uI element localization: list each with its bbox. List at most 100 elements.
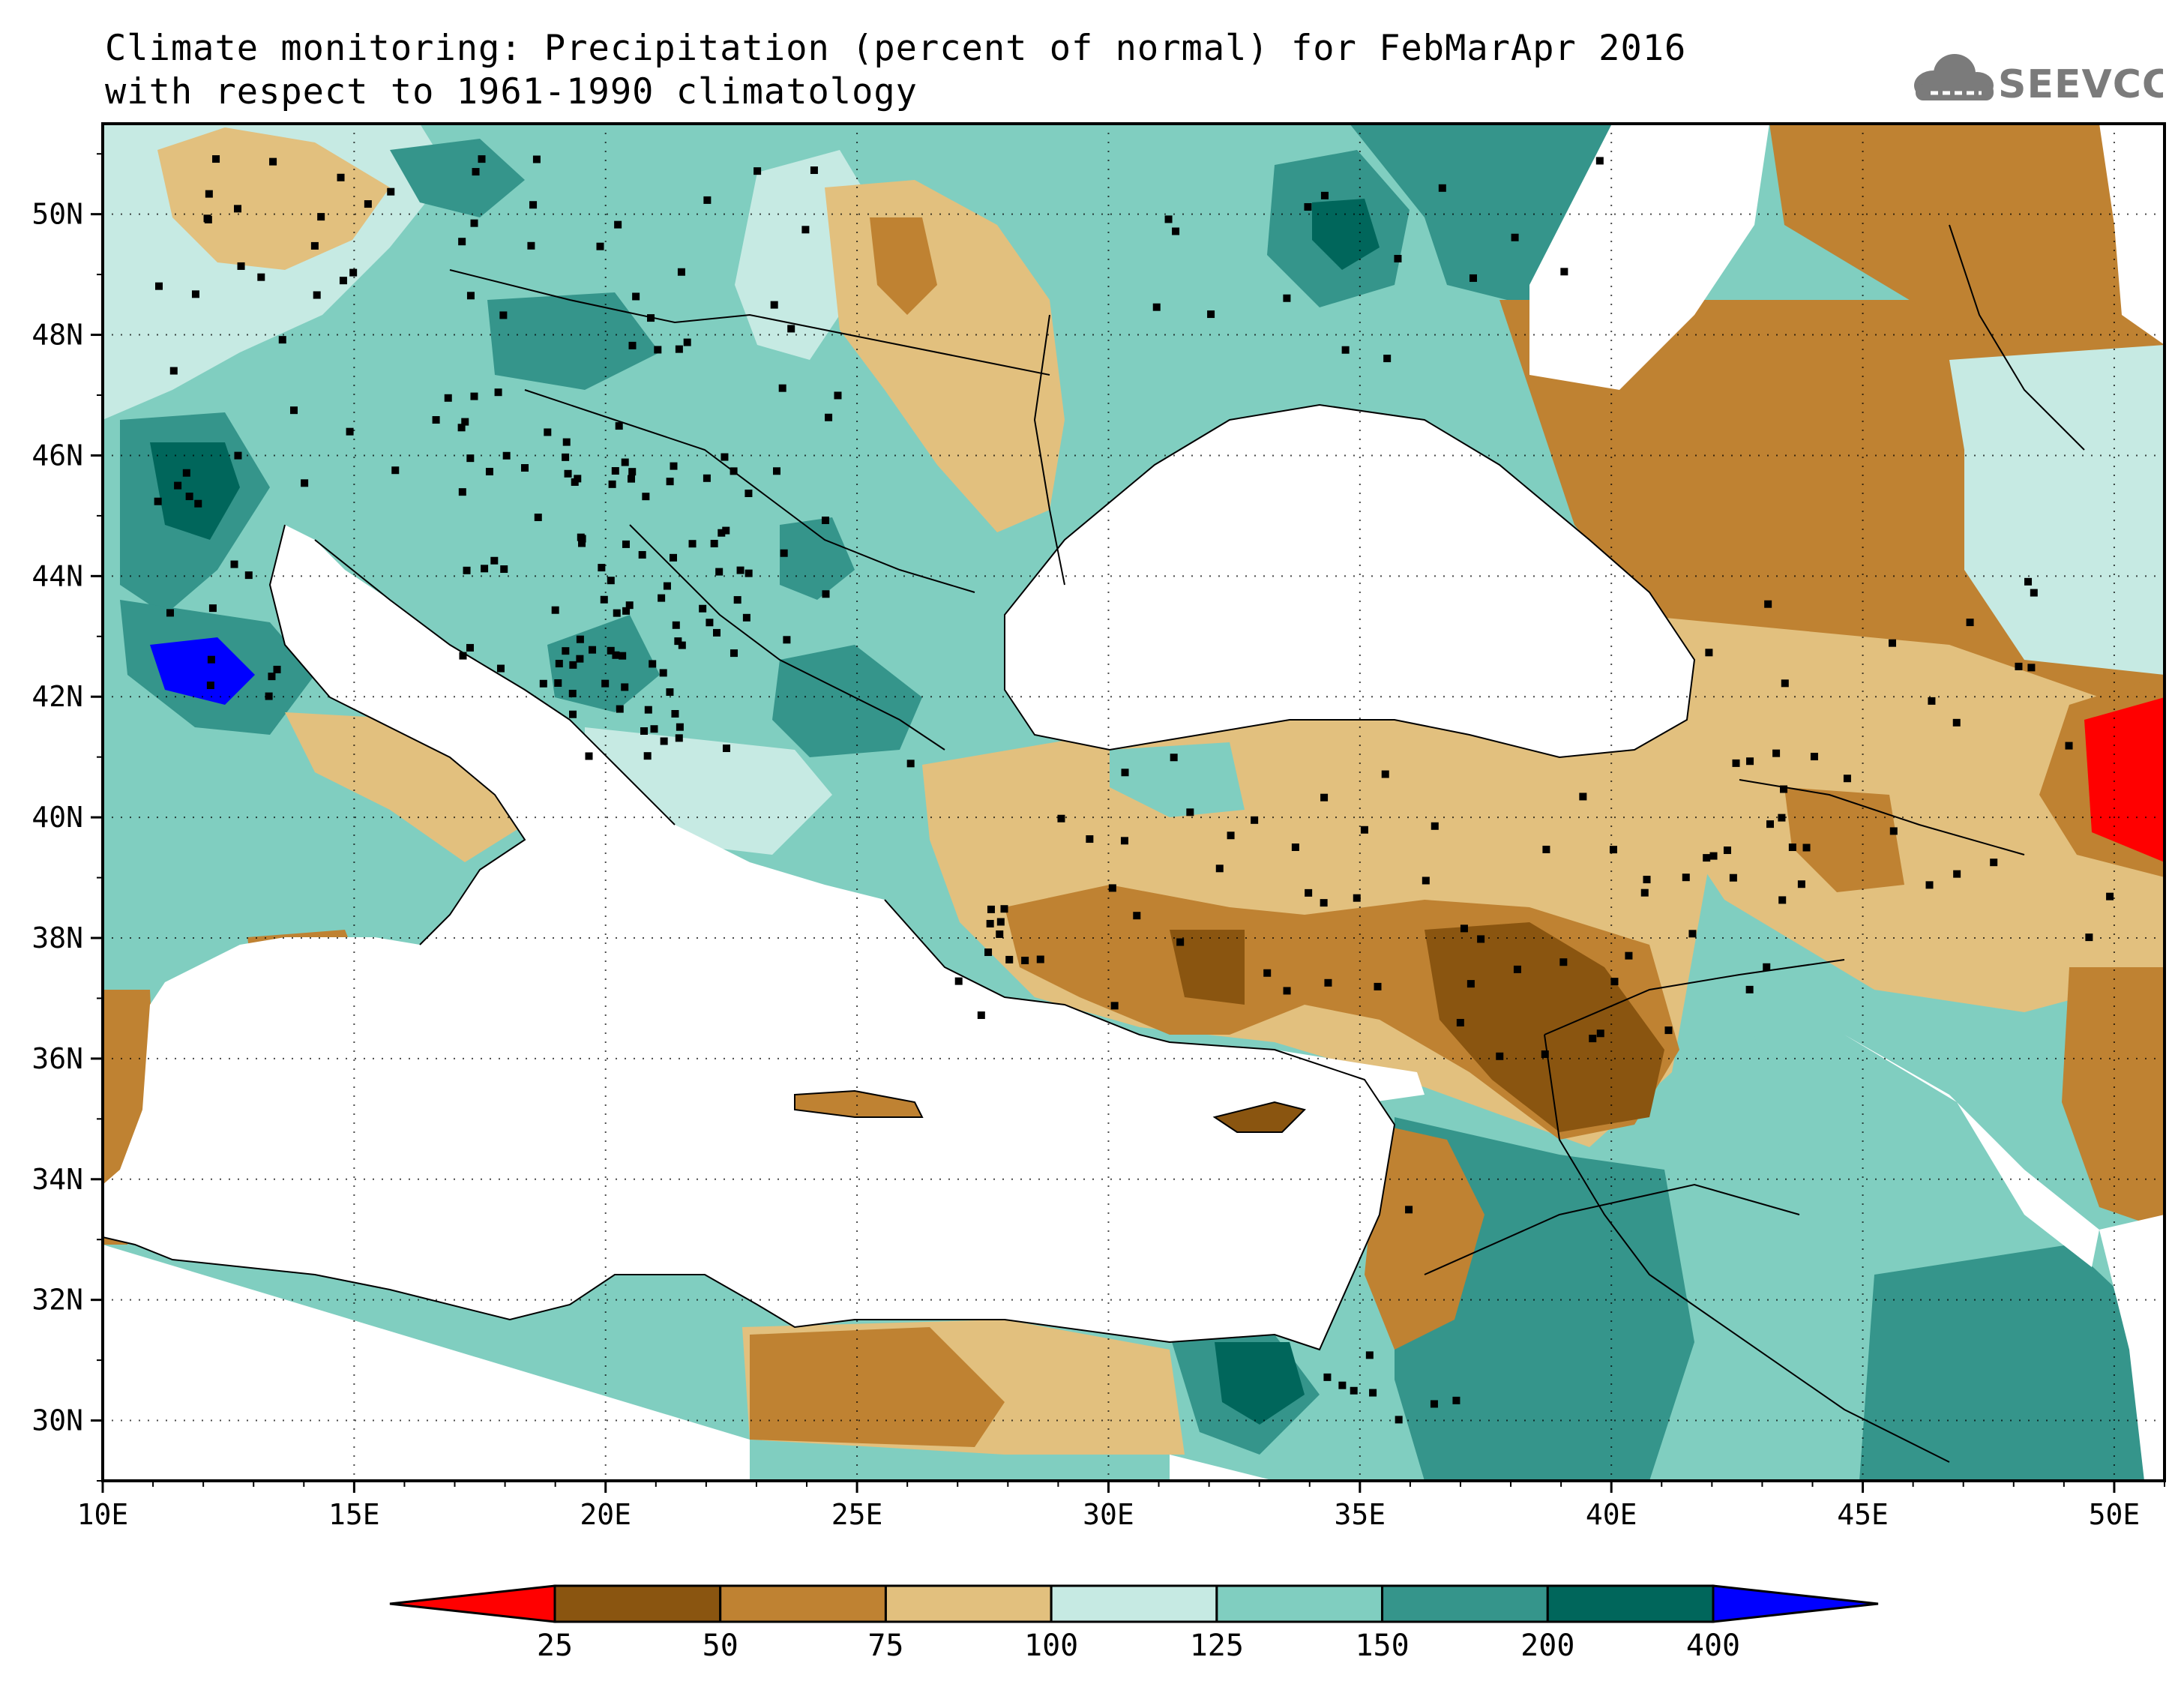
station-marker	[984, 948, 993, 957]
station-marker	[1108, 884, 1116, 892]
station-marker	[699, 604, 707, 613]
station-marker	[1664, 1026, 1673, 1035]
station-marker	[721, 453, 729, 461]
station-marker	[1381, 770, 1389, 778]
station-marker	[208, 604, 217, 613]
colorbar-label: 200	[1520, 1629, 1574, 1663]
station-marker	[676, 723, 684, 731]
station-marker	[578, 539, 586, 547]
station-marker	[166, 609, 174, 617]
station-marker	[2106, 892, 2114, 900]
station-marker	[954, 977, 963, 985]
station-marker	[1350, 1386, 1358, 1395]
station-marker	[2030, 589, 2038, 597]
station-marker	[1496, 1052, 1504, 1060]
station-marker	[736, 566, 744, 574]
station-marker	[1036, 955, 1044, 963]
station-marker	[310, 241, 319, 250]
station-marker	[1703, 854, 1711, 862]
station-marker	[977, 1011, 985, 1020]
station-marker	[182, 469, 190, 477]
station-marker	[1283, 987, 1291, 995]
station-marker	[555, 660, 563, 668]
station-marker	[1766, 820, 1775, 829]
station-marker	[1466, 980, 1475, 988]
field-75-100-italy-south	[285, 712, 525, 862]
station-marker	[640, 727, 649, 735]
station-marker	[678, 641, 686, 649]
station-marker	[1477, 935, 1485, 943]
station-marker	[712, 628, 721, 637]
station-marker	[1542, 845, 1550, 853]
station-marker	[683, 338, 691, 346]
station-marker	[313, 291, 321, 299]
station-marker	[203, 214, 211, 223]
station-marker	[234, 205, 242, 213]
station-marker	[729, 467, 738, 475]
station-marker	[289, 406, 298, 415]
lon-tick-label: 25E	[831, 1498, 883, 1531]
station-marker	[539, 679, 547, 688]
coastlines-borders	[103, 224, 2085, 1463]
station-marker	[1305, 888, 1313, 897]
lon-tick-label: 40E	[1586, 1498, 1637, 1531]
station-marker	[589, 646, 597, 654]
station-marker	[834, 391, 842, 400]
station-marker	[1596, 1029, 1604, 1038]
station-marker	[1405, 1206, 1413, 1214]
station-marker	[706, 619, 714, 627]
seevccc-logo: SEEVCCC	[1914, 54, 2163, 107]
station-marker	[1746, 757, 1754, 766]
station-marker	[1227, 832, 1235, 840]
station-marker	[364, 200, 372, 208]
lon-tick-label: 20E	[580, 1498, 631, 1531]
station-marker	[1152, 303, 1161, 311]
station-marker	[564, 469, 572, 478]
station-marker	[1431, 822, 1439, 830]
station-marker	[616, 705, 624, 713]
station-marker	[1579, 793, 1587, 801]
nodata-egypt-south	[1170, 1455, 1275, 1481]
station-marker	[647, 314, 655, 322]
field-50-75-levant	[1365, 1125, 1484, 1350]
station-markers	[154, 155, 2114, 1424]
station-marker	[628, 475, 636, 483]
station-marker	[1207, 310, 1215, 319]
station-marker	[744, 489, 753, 497]
station-marker	[1778, 814, 1786, 822]
grid-lines	[103, 124, 2165, 1481]
station-marker	[773, 467, 781, 475]
colorbar-label: 100	[1024, 1629, 1078, 1663]
station-marker	[154, 497, 162, 505]
station-marker	[1338, 1381, 1347, 1389]
station-marker	[444, 394, 452, 402]
lat-tick-label: 50N	[31, 198, 83, 231]
station-marker	[207, 655, 215, 664]
station-marker	[301, 479, 309, 487]
station-marker	[1802, 844, 1811, 852]
station-marker	[669, 553, 677, 562]
nodata-russia-east	[2099, 124, 2165, 345]
station-marker	[1705, 649, 1713, 657]
station-marker	[722, 745, 730, 753]
sea-mask-cyprus-strait	[1260, 1050, 1425, 1110]
station-marker	[608, 480, 616, 488]
station-marker	[1511, 233, 1519, 241]
station-marker	[644, 706, 652, 714]
field-150-200-austria	[487, 292, 660, 390]
station-marker	[1609, 846, 1617, 854]
station-marker	[499, 311, 508, 319]
colorbar-box	[1546, 1584, 1715, 1623]
station-marker	[1810, 753, 1818, 761]
station-marker	[1889, 827, 1898, 835]
station-marker	[569, 661, 577, 669]
station-marker	[770, 301, 778, 309]
station-marker	[391, 466, 400, 475]
field-50-75-russia	[1769, 124, 2165, 360]
station-marker	[1438, 184, 1446, 192]
title-line-1: Climate monitoring: Precipitation (perce…	[105, 28, 1687, 69]
station-marker	[733, 596, 741, 604]
station-marker	[613, 609, 621, 617]
field-25-50-turkey-central	[1170, 930, 1245, 1005]
